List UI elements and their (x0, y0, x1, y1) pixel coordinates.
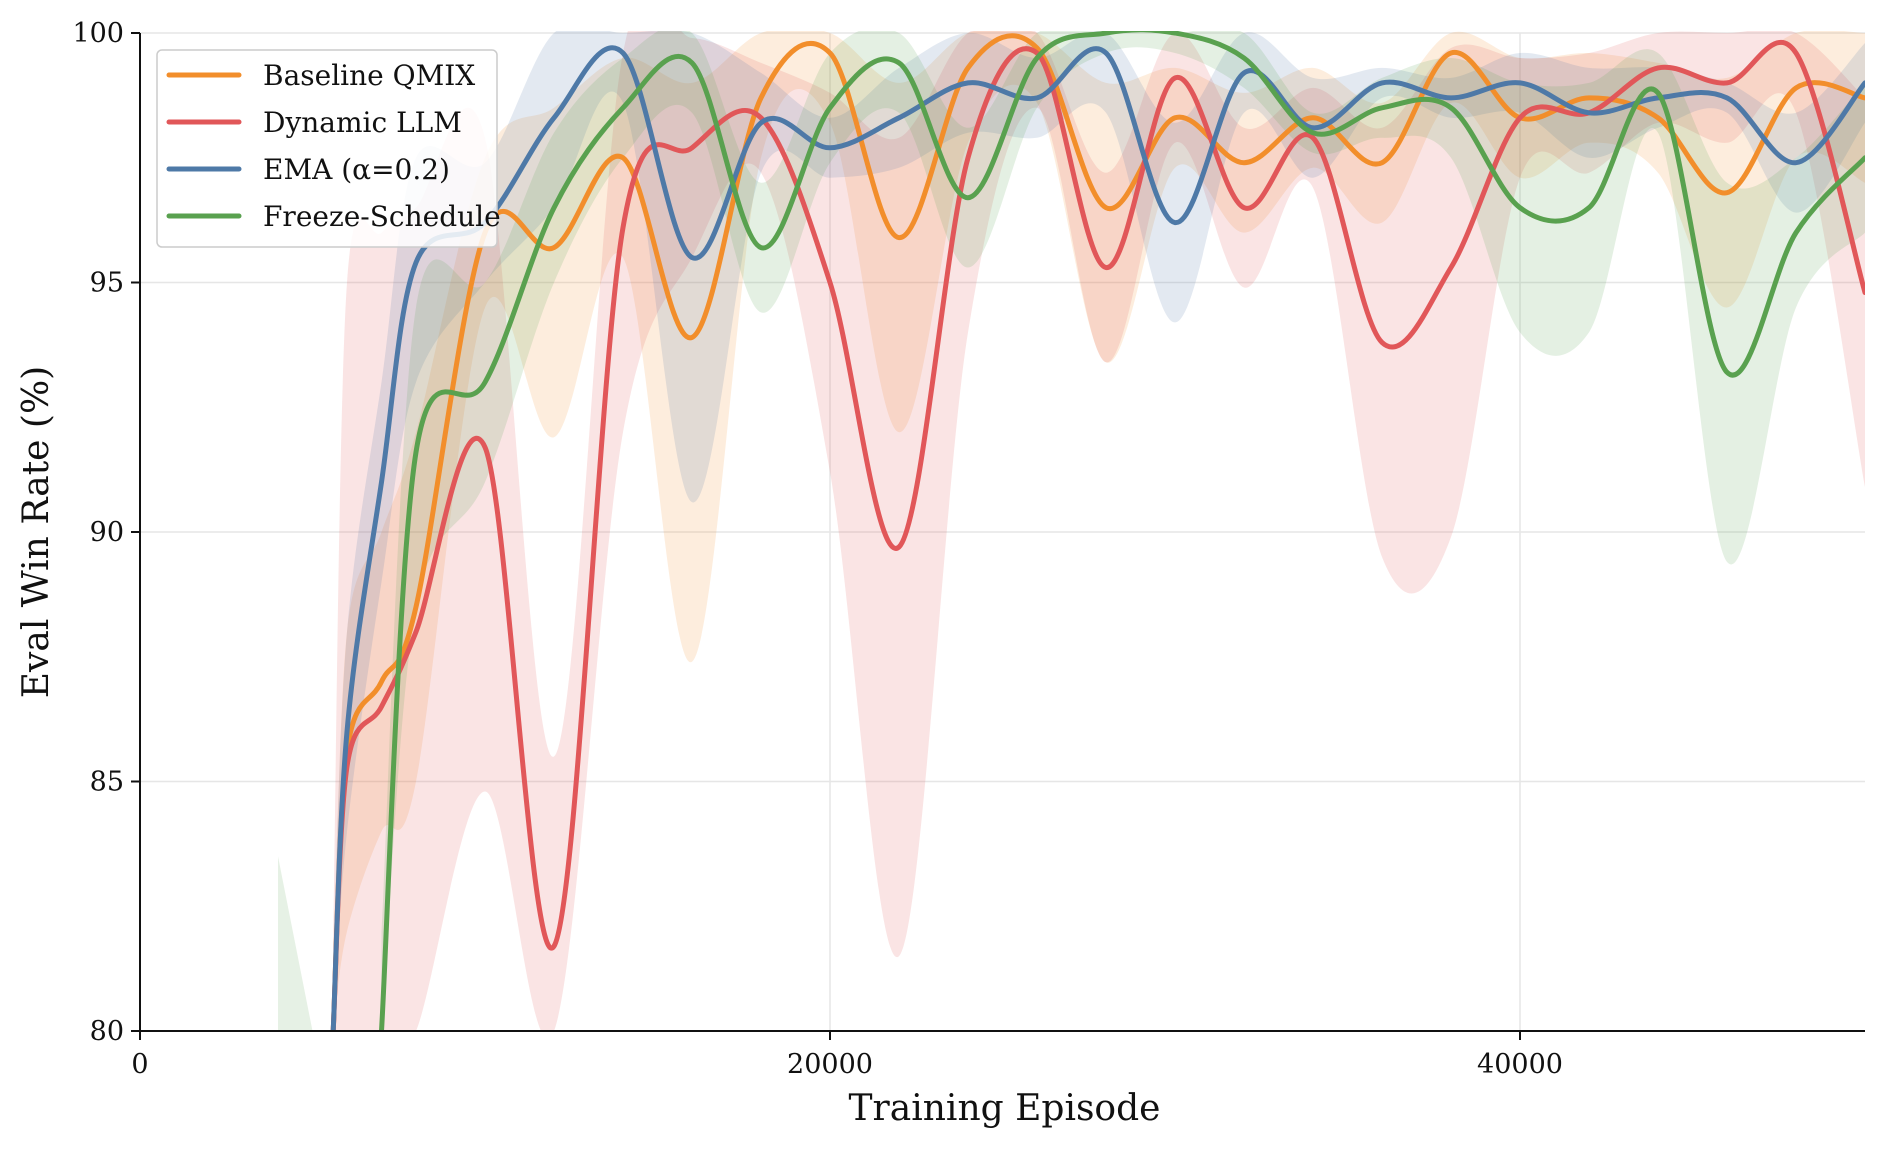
legend-label-1: Dynamic LLM (263, 106, 462, 139)
line-layer (330, 31, 1865, 1031)
axis-layer: 80 85 90 95 100 0 20000 40000 Training Episode Ev… (16, 18, 1865, 1129)
y-tick-label-90: 90 (90, 517, 124, 548)
y-tick-label-95: 95 (90, 268, 124, 299)
y-axis-title: Eval Win Rate (%) (16, 366, 57, 698)
line-series-2 (330, 45, 1865, 1031)
band-series-3 (381, 31, 1865, 1031)
y-tick-label-100: 100 (72, 18, 124, 49)
line-series-0 (330, 33, 1865, 1031)
x-tick-label-0: 0 (131, 1049, 148, 1080)
legend-box (156, 49, 498, 248)
y-tick-label-85: 85 (90, 767, 124, 798)
legend-label-3: Freeze-Schedule (263, 200, 501, 233)
line-series-3 (379, 31, 1865, 1031)
legend-label-0: Baseline QMIX (263, 59, 475, 92)
x-axis-title: Training Episode (849, 1088, 1161, 1129)
legend-label-2: EMA (α=0.2) (263, 153, 450, 186)
y-tick-label-80: 80 (90, 1016, 124, 1047)
faint-band (278, 856, 313, 1031)
x-tick-label-20000: 20000 (787, 1049, 873, 1080)
legend: Baseline QMIX Dynamic LLM EMA (α=0.2) Freez… (156, 49, 501, 248)
line-series-1 (330, 40, 1865, 1031)
x-tick-label-40000: 40000 (1477, 1049, 1563, 1080)
band-series-1 (333, 31, 1865, 1031)
